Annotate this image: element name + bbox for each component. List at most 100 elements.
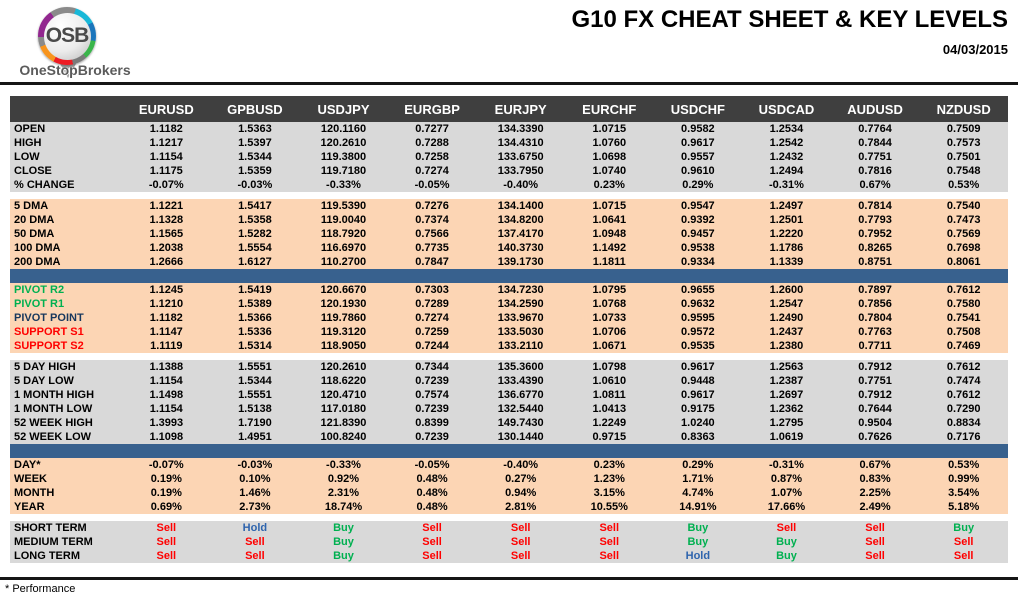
cell-eurchf: 1.0795 — [564, 283, 654, 297]
cell-usdjpy: Buy — [299, 549, 388, 563]
cell-eurchf: 1.0671 — [564, 339, 654, 353]
cell-eurjpy: 0.94% — [476, 486, 565, 500]
cell-usdcad: 1.2542 — [742, 136, 831, 150]
cell-nzdusd: 0.7469 — [919, 339, 1008, 353]
page-title: G10 FX CHEAT SHEET & KEY LEVELS — [571, 6, 1008, 33]
cell-eurusd: Sell — [122, 549, 211, 563]
cell-gpbusd: 0.10% — [210, 472, 300, 486]
cell-usdchf: 0.9617 — [653, 136, 743, 150]
cell-audusd: Sell — [830, 535, 920, 549]
cell-usdcad: 1.1786 — [742, 241, 831, 255]
cell-eurgbp: 0.7244 — [387, 339, 477, 353]
cell-usdchf: 0.9392 — [653, 213, 743, 227]
cell-usdjpy: Buy — [299, 521, 388, 535]
cell-gpbusd: -0.03% — [210, 178, 300, 192]
row-label: % CHANGE — [10, 178, 122, 192]
cell-nzdusd: 0.7509 — [919, 122, 1008, 136]
cell-usdchf: 0.9334 — [653, 255, 743, 269]
row-label: MEDIUM TERM — [10, 535, 122, 549]
row-label: 5 DMA — [10, 199, 122, 213]
cell-nzdusd: 0.7698 — [919, 241, 1008, 255]
row-label: YEAR — [10, 500, 122, 514]
cell-eurgbp: 0.7566 — [387, 227, 477, 241]
cell-audusd: 2.49% — [830, 500, 920, 514]
cell-audusd: 0.7856 — [830, 297, 920, 311]
row-label: PIVOT R1 — [10, 297, 122, 311]
cell-nzdusd: 0.7612 — [919, 283, 1008, 297]
cell-eurusd: 1.1119 — [122, 339, 211, 353]
cell-eurusd: 1.1175 — [122, 164, 211, 178]
section-gap-cell — [10, 353, 1008, 360]
table-row-pivot-point: PIVOT POINT 1.1182 1.5366 119.7860 0.7274 133… — [10, 311, 1008, 325]
cell-usdchf: 0.9538 — [653, 241, 743, 255]
cell-usdcad: 1.2437 — [742, 325, 831, 339]
cell-usdjpy: Buy — [299, 535, 388, 549]
cell-eurjpy: 134.7230 — [476, 283, 565, 297]
cell-eurchf: 10.55% — [564, 500, 654, 514]
column-header-row: EURUSD GPBUSD USDJPY EURGBP EURJPY EURCHF USDC… — [10, 96, 1008, 122]
cell-usdchf: 0.9582 — [653, 122, 743, 136]
table-row-support-s1: SUPPORT S1 1.1147 1.5336 119.3120 0.7259 133.… — [10, 325, 1008, 339]
column-header-usdcad: USDCAD — [742, 96, 831, 122]
cell-eurchf: Sell — [564, 521, 654, 535]
cell-gpbusd: 1.46% — [210, 486, 300, 500]
cell-eurgbp: -0.05% — [387, 178, 477, 192]
cell-eurusd: 1.1565 — [122, 227, 211, 241]
cell-audusd: 2.25% — [830, 486, 920, 500]
cell-usdjpy: 119.7860 — [299, 311, 388, 325]
cell-gpbusd: 1.5554 — [210, 241, 300, 255]
cell-eurgbp: 0.8399 — [387, 416, 477, 430]
cell-eurchf: 1.0768 — [564, 297, 654, 311]
cell-eurchf: 1.0715 — [564, 199, 654, 213]
table-row-medium-term: MEDIUM TERM Sell Sell Buy Sell Sell Sell Buy Buy… — [10, 535, 1008, 549]
cell-eurgbp: 0.7239 — [387, 402, 477, 416]
cell-usdcad: Sell — [742, 521, 831, 535]
row-label: 1 MONTH HIGH — [10, 388, 122, 402]
cell-audusd: 0.83% — [830, 472, 920, 486]
cell-usdchf: Buy — [653, 521, 743, 535]
cell-eurgbp: 0.7277 — [387, 122, 477, 136]
cell-audusd: 0.7897 — [830, 283, 920, 297]
cell-eurusd: 1.1147 — [122, 325, 211, 339]
cell-eurjpy: Sell — [476, 535, 565, 549]
cell-usdcad: Buy — [742, 549, 831, 563]
cell-audusd: 0.8265 — [830, 241, 920, 255]
table-row-pivot-r2: PIVOT R2 1.1245 1.5419 120.6670 0.7303 134.72… — [10, 283, 1008, 297]
cell-nzdusd: 0.7612 — [919, 388, 1008, 402]
cell-eurjpy: 133.6750 — [476, 150, 565, 164]
cell-nzdusd: 0.99% — [919, 472, 1008, 486]
cell-usdchf: 0.9617 — [653, 360, 743, 374]
table-row-1-month-high: 1 MONTH HIGH 1.1498 1.5551 120.4710 0.7574 13… — [10, 388, 1008, 402]
table-row-5-dma: 5 DMA 1.1221 1.5417 119.5390 0.7276 134.1400 1… — [10, 199, 1008, 213]
cell-nzdusd: Sell — [919, 535, 1008, 549]
table-row-short-term: SHORT TERM Sell Hold Buy Sell Sell Sell Buy Sell… — [10, 521, 1008, 535]
cell-gpbusd: Sell — [210, 549, 300, 563]
cell-eurgbp: 0.7259 — [387, 325, 477, 339]
cell-eurchf: Sell — [564, 535, 654, 549]
table-row-5-day-high: 5 DAY HIGH 1.1388 1.5551 120.2610 0.7344 135.… — [10, 360, 1008, 374]
cell-eurusd: 1.1221 — [122, 199, 211, 213]
cell-eurusd: 1.1098 — [122, 430, 211, 444]
cell-usdcad: 1.2697 — [742, 388, 831, 402]
cell-gpbusd: 1.5551 — [210, 360, 300, 374]
cell-usdcad: 1.2547 — [742, 297, 831, 311]
cell-usdcad: 1.2220 — [742, 227, 831, 241]
cell-usdcad: 1.2362 — [742, 402, 831, 416]
cell-nzdusd: 0.7501 — [919, 150, 1008, 164]
cell-usdchf: 1.71% — [653, 472, 743, 486]
cell-usdjpy: 117.0180 — [299, 402, 388, 416]
cell-eurchf: 1.0698 — [564, 150, 654, 164]
table-row-long-term: LONG TERM Sell Sell Buy Sell Sell Sell Hold Buy S… — [10, 549, 1008, 563]
cell-nzdusd: 0.7473 — [919, 213, 1008, 227]
cell-usdcad: 1.1339 — [742, 255, 831, 269]
cell-eurjpy: 0.27% — [476, 472, 565, 486]
onestopbrokers-logo: OSB OneStopBrokers — [10, 2, 140, 94]
cell-usdcad: 1.2380 — [742, 339, 831, 353]
cell-usdcad: 1.2501 — [742, 213, 831, 227]
cell-eurusd: 1.3993 — [122, 416, 211, 430]
cell-eurgbp: 0.7374 — [387, 213, 477, 227]
cell-eurjpy: 134.3390 — [476, 122, 565, 136]
cell-eurusd: 1.1498 — [122, 388, 211, 402]
cell-eurchf: 0.9715 — [564, 430, 654, 444]
row-label: 5 DAY LOW — [10, 374, 122, 388]
